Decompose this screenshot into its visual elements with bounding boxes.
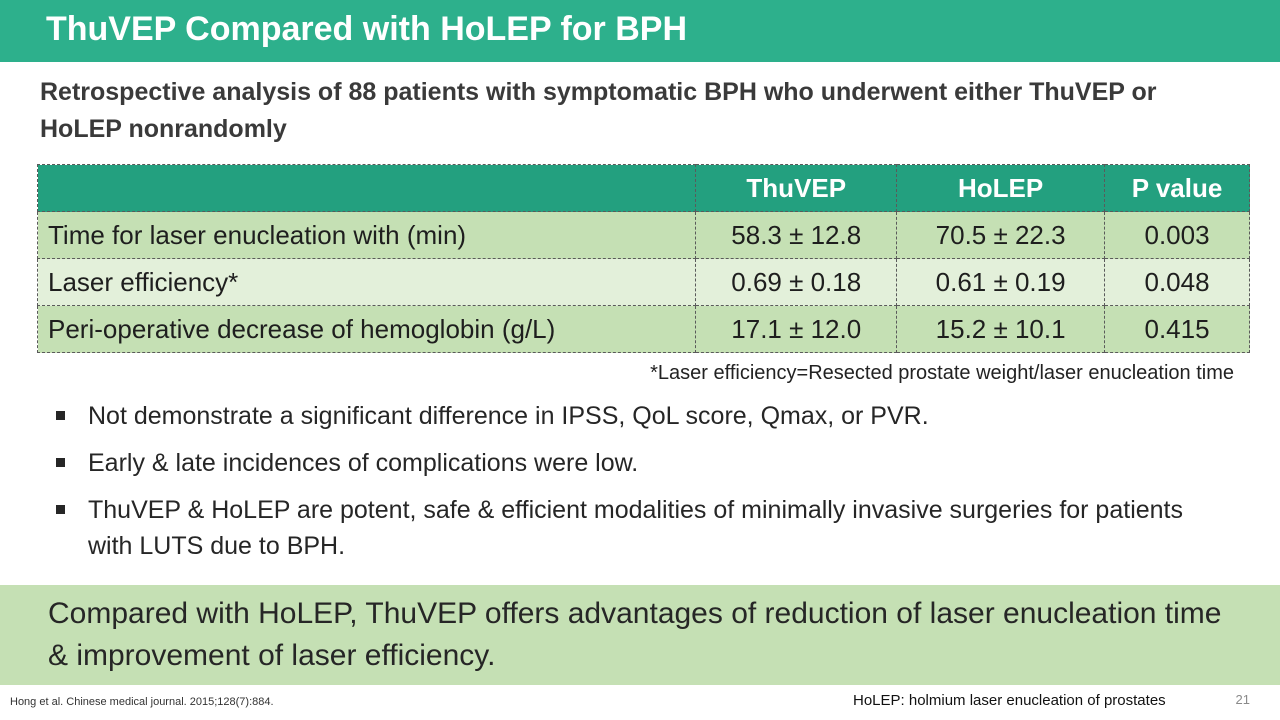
bullet-list: Not demonstrate a significant difference… xyxy=(52,398,1232,575)
holep-value: 0.61 ± 0.19 xyxy=(896,258,1106,306)
conclusion-box: Compared with HoLEP, ThuVEP offers advan… xyxy=(0,585,1280,685)
header-cell-blank xyxy=(36,164,697,212)
table-header-row: ThuVEP HoLEP P value xyxy=(36,164,1250,212)
list-item: Early & late incidences of complications… xyxy=(52,445,1232,481)
table-footnote: *Laser efficiency=Resected prostate weig… xyxy=(650,362,1234,384)
citation: Hong et al. Chinese medical journal. 201… xyxy=(10,696,274,708)
table-row: Peri-operative decrease of hemoglobin (g… xyxy=(36,305,1250,353)
table-row: Time for laser enucleation with (min) 58… xyxy=(36,211,1250,259)
square-bullet-icon xyxy=(56,411,65,420)
header-cell-thuvep: ThuVEP xyxy=(695,164,898,212)
list-item: ThuVEP & HoLEP are potent, safe & effici… xyxy=(52,492,1232,564)
title-bar: ThuVEP Compared with HoLEP for BPH xyxy=(0,0,1280,62)
bullet-text: Not demonstrate a significant difference… xyxy=(88,402,929,430)
bullet-text: Early & late incidences of complications… xyxy=(88,449,639,477)
conclusion-text: Compared with HoLEP, ThuVEP offers advan… xyxy=(48,597,1222,672)
thuvep-value: 58.3 ± 12.8 xyxy=(695,211,898,259)
p-value: 0.415 xyxy=(1104,305,1250,353)
bullet-text: ThuVEP & HoLEP are potent, safe & effici… xyxy=(88,496,1183,560)
list-item: Not demonstrate a significant difference… xyxy=(52,398,1232,434)
p-value: 0.003 xyxy=(1104,211,1250,259)
row-label: Laser efficiency* xyxy=(36,258,697,306)
thuvep-value: 17.1 ± 12.0 xyxy=(695,305,898,353)
comparison-table: ThuVEP HoLEP P value Time for laser enuc… xyxy=(36,164,1250,353)
square-bullet-icon xyxy=(56,458,65,467)
header-cell-holep: HoLEP xyxy=(896,164,1106,212)
row-label: Time for laser enucleation with (min) xyxy=(36,211,697,259)
row-label: Peri-operative decrease of hemoglobin (g… xyxy=(36,305,697,353)
table-row: Laser efficiency* 0.69 ± 0.18 0.61 ± 0.1… xyxy=(36,258,1250,306)
p-value: 0.048 xyxy=(1104,258,1250,306)
slide-title: ThuVEP Compared with HoLEP for BPH xyxy=(46,10,688,48)
thuvep-value: 0.69 ± 0.18 xyxy=(695,258,898,306)
slide-subtitle: Retrospective analysis of 88 patients wi… xyxy=(40,78,1157,143)
holep-value: 15.2 ± 10.1 xyxy=(896,305,1106,353)
header-cell-p-value: P value xyxy=(1104,164,1250,212)
abbreviation-note: HoLEP: holmium laser enucleation of pros… xyxy=(853,692,1166,709)
holep-value: 70.5 ± 22.3 xyxy=(896,211,1106,259)
page-number: 21 xyxy=(1235,692,1250,707)
square-bullet-icon xyxy=(56,505,65,514)
